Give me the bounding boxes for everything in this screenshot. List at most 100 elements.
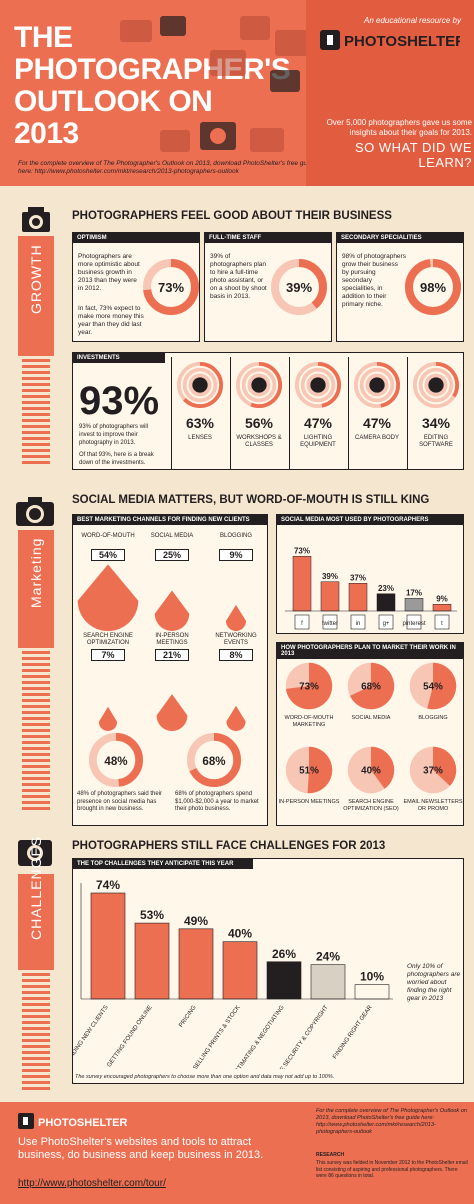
marketing-label: Marketing [28, 537, 44, 608]
social-category: in [356, 621, 361, 627]
donut-pct: 48% [104, 756, 127, 768]
social-bar [432, 604, 452, 612]
challenge-label: SELLING PRINTS & STOCK [193, 1005, 242, 1069]
social-bar-label: 73% [294, 546, 310, 555]
investment-pct: 63% [185, 415, 215, 431]
channel-label: SEARCH ENGINE OPTIMIZATION [83, 633, 133, 646]
channel-item: BLOGGING 9% [205, 533, 267, 632]
social-panel: SOCIAL MEDIA MOST USED BY PHOTOGRAPHERS … [276, 514, 464, 634]
donut-pct: 68% [202, 756, 225, 768]
plan-label: WORD-OF-MOUTH MARKETING [284, 715, 334, 728]
fulltime-pct: 39% [286, 280, 312, 295]
channel-drop [154, 590, 190, 631]
social-bar [376, 593, 396, 612]
plan-pct: 51% [299, 766, 319, 777]
optimism-panel: OPTIMISM Photographers are more optimist… [72, 232, 200, 342]
social-bar-label: 17% [406, 588, 422, 597]
growth-heading: PHOTOGRAPHERS FEEL GOOD ABOUT THEIR BUSI… [72, 210, 392, 222]
investment-label: LIGHTING EQUIPMENT [300, 435, 336, 448]
spend-item: 68% 68% of photographers spend $1,000-$2,… [175, 733, 265, 825]
optimism-title: OPTIMISM [73, 233, 199, 243]
plan-pie: 68% [347, 662, 395, 710]
marketing-filmstrip [22, 648, 50, 810]
challenge-pct: 74% [96, 878, 120, 892]
investment-pct: 34% [421, 415, 451, 431]
channel-pct: 9% [219, 549, 253, 561]
growth-sidebar: GROWTH [18, 236, 54, 356]
challenge-bar [310, 964, 346, 1000]
plan-pct: 54% [423, 682, 443, 693]
challenge-pct: 49% [184, 914, 208, 928]
social-title: SOCIAL MEDIA MOST USED BY PHOTOGRAPHERS [277, 515, 463, 525]
channel-drop [225, 604, 247, 632]
dslr-camera-icon [16, 497, 54, 526]
facebook-icon[interactable] [294, 614, 310, 630]
plan-pie: 37% [409, 746, 457, 794]
investments-big: 93% [79, 379, 160, 423]
growth-panels: OPTIMISM Photographers are more optimist… [72, 232, 464, 342]
so-what-text: SO WHAT DID WE LEARN? [354, 140, 472, 170]
camera-collage-icon [120, 16, 309, 152]
plan-pct: 68% [361, 682, 381, 693]
photoshelter-logo: PHOTOSHELTER [320, 30, 460, 50]
pinterest-icon[interactable] [406, 614, 422, 630]
challenge-bar [266, 961, 302, 1000]
googleplus-icon[interactable] [378, 614, 394, 630]
challenge-bar [178, 928, 214, 1000]
plan-label: BLOGGING [418, 715, 448, 721]
optimism-text2: In fact, 73% expect to make more money t… [78, 305, 144, 336]
challenges-bar-chart: 74% FINDING NEW CLIENTS 53% GETTING FOUND O… [73, 878, 393, 1069]
plan-item: 51% IN-PERSON MEETINGS [278, 741, 340, 825]
footer-research-text: This survey was fielded in November 2012… [316, 1160, 468, 1179]
challenge-bar [222, 941, 258, 1000]
social-bar [404, 598, 424, 612]
social-bar [292, 556, 312, 612]
challenges-label: CHALLENGES [28, 835, 44, 940]
social-bar-chart: 73% f 39% twitter 37% in 23% g+ 17% pinterest 9% t [285, 546, 457, 630]
marketing-sidebar: Marketing [18, 530, 54, 648]
plan-item: 37% EMAIL NEWSLETTERS OR PROMO [402, 741, 464, 825]
plan-label: SEARCH ENGINE OPTIMIZATION (SEO) [343, 799, 399, 812]
investment-pct: 56% [244, 415, 274, 431]
challenges-note: Only 10% of photographers are worried ab… [407, 963, 461, 1002]
plan-item: 54% BLOGGING [402, 657, 464, 741]
channel-item: WORD-OF-MOUTH 54% [77, 533, 139, 631]
footer-research-title: RESEARCH [316, 1152, 345, 1158]
brand-text: PHOTOSHELTER [344, 33, 460, 50]
challenge-pct: 26% [272, 947, 296, 961]
investment-item: 63% LENSES [171, 357, 227, 469]
footer-cta-link[interactable]: http://www.photoshelter.com/tour/ [18, 1178, 166, 1189]
investment-rings [235, 361, 283, 409]
investment-label: EDITING SOFTWARE [419, 435, 453, 448]
optimism-text1: Photographers are more optimistic about … [78, 253, 140, 292]
social-bar-label: 23% [378, 584, 394, 593]
plan-item: 73% WORD-OF-MOUTH MARKETING [278, 657, 340, 741]
camera-icon [22, 207, 50, 232]
twitter-icon[interactable] [322, 614, 338, 630]
linkedin-icon[interactable] [350, 614, 366, 630]
challenge-pct: 53% [140, 908, 164, 922]
channel-item: SEARCH ENGINE OPTIMIZATION 7% [77, 633, 139, 731]
investments-title: INVESTMENTS [73, 353, 165, 363]
photoshelter-box: An educational resource by PHOTOSHELTER … [306, 0, 474, 186]
channel-item: IN-PERSON MEETINGS 21% [141, 633, 203, 731]
investment-label: LENSES [188, 435, 212, 441]
fulltime-title: FULL-TIME STAFF [205, 233, 331, 243]
plan-item: 68% SOCIAL MEDIA [340, 657, 402, 741]
tumblr-icon[interactable] [434, 614, 450, 630]
secondary-text: 98% of photographers grow their business… [342, 253, 406, 308]
footer-right-text: For the complete overview of The Photogr… [316, 1108, 467, 1135]
donut-text: 68% of photographers spend $1,000-$2,000… [175, 791, 259, 812]
investment-label: WORKSHOPS & CLASSES [236, 435, 282, 448]
social-bar-label: 9% [436, 594, 448, 603]
challenges-heading: PHOTOGRAPHERS STILL FACE CHALLENGES FOR … [72, 840, 386, 852]
plan-pct: 37% [423, 766, 443, 777]
optimism-pct: 73% [158, 280, 184, 295]
challenge-label: ESTIMATING & NEGOTIATING [232, 1004, 286, 1069]
plan-label: SOCIAL MEDIA [351, 715, 391, 721]
investment-pct: 47% [303, 415, 333, 431]
channel-drop [77, 564, 139, 631]
donut-text: 48% of photographers said their presence… [77, 791, 163, 812]
challenge-label: GETTING FOUND ONLINE [106, 1005, 153, 1069]
footer-cta: Use PhotoShelter's websites and tools to… [18, 1136, 264, 1161]
